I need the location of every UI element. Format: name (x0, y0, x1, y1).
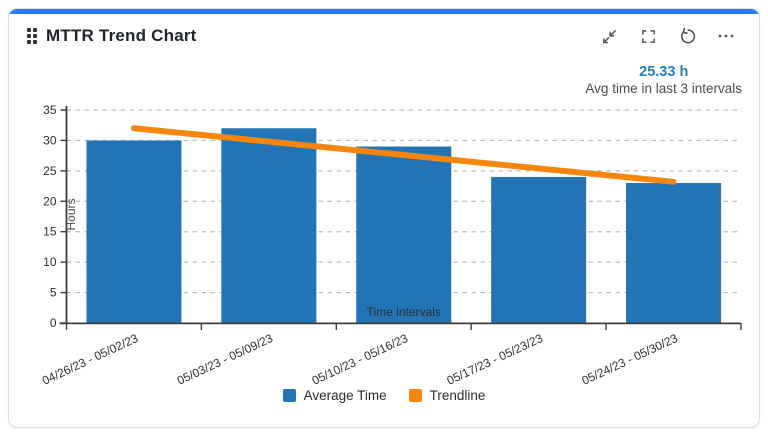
collapse-icon (602, 29, 616, 43)
trendline-path (130, 125, 677, 185)
average-time-swatch (282, 389, 296, 402)
bar-05/24/23 - 05/30/23 (626, 183, 722, 323)
refresh-icon (681, 27, 696, 44)
svg-text:30: 30 (43, 133, 57, 147)
stat-caption: Avg time in last 3 intervals (585, 81, 742, 96)
bar-05/17/23 - 05/23/23 (491, 176, 587, 323)
x-tick-label: 05/24/23 - 05/30/23 (580, 331, 681, 388)
refresh-button[interactable] (678, 27, 696, 45)
bar-05/10/23 - 05/16/23 (356, 146, 452, 323)
widget-toolbar (600, 27, 735, 45)
fullscreen-button[interactable] (639, 27, 657, 45)
svg-text:35: 35 (43, 103, 57, 117)
x-axis-title: Time intervals (367, 305, 441, 319)
y-axis-title: Hours (64, 198, 78, 230)
more-options-button[interactable] (717, 27, 735, 45)
svg-text:15: 15 (43, 225, 57, 239)
fullscreen-icon (641, 29, 655, 43)
svg-text:25: 25 (43, 164, 57, 178)
svg-text:10: 10 (43, 255, 57, 269)
bar-04/26/23 - 05/02/23 (86, 140, 182, 323)
legend-label: Trendline (429, 388, 486, 403)
widget-header: MTTR Trend Chart (9, 14, 759, 46)
drag-handle-icon[interactable] (27, 28, 37, 44)
legend-item-trendline[interactable]: Trendline (408, 388, 486, 403)
x-tick-label: 05/03/23 - 05/09/23 (175, 331, 276, 388)
chart-legend: Average Time Trendline (9, 388, 759, 403)
stat-block: 25.33 h Avg time in last 3 intervals (585, 64, 742, 96)
chart-area: 0 5 10 15 20 25 30 35 04/26/23 - 05/02/23 05/03/2… (9, 98, 759, 390)
legend-label: Average Time (303, 388, 387, 403)
mttr-widget-card: MTTR Trend Chart (8, 8, 760, 428)
mttr-bar-chart: 0 5 10 15 20 25 30 35 04/26/23 - 05/02/23 05/03/2… (40, 103, 742, 388)
collapse-button[interactable] (600, 27, 618, 45)
stat-value: 25.33 h (639, 64, 689, 80)
legend-item-average-time[interactable]: Average Time (282, 388, 387, 403)
svg-text:0: 0 (50, 316, 57, 330)
card-accent-bar (9, 9, 759, 14)
svg-text:20: 20 (43, 194, 57, 208)
x-tick-label: 05/10/23 - 05/16/23 (310, 331, 411, 388)
x-tick-label: 04/26/23 - 05/02/23 (40, 331, 141, 388)
bar-05/03/23 - 05/09/23 (221, 128, 317, 323)
trendline-swatch (408, 389, 422, 402)
more-options-icon (718, 34, 734, 38)
svg-text:5: 5 (50, 286, 57, 300)
widget-title: MTTR Trend Chart (46, 26, 197, 45)
x-tick-label: 05/17/23 - 05/23/23 (445, 331, 546, 388)
